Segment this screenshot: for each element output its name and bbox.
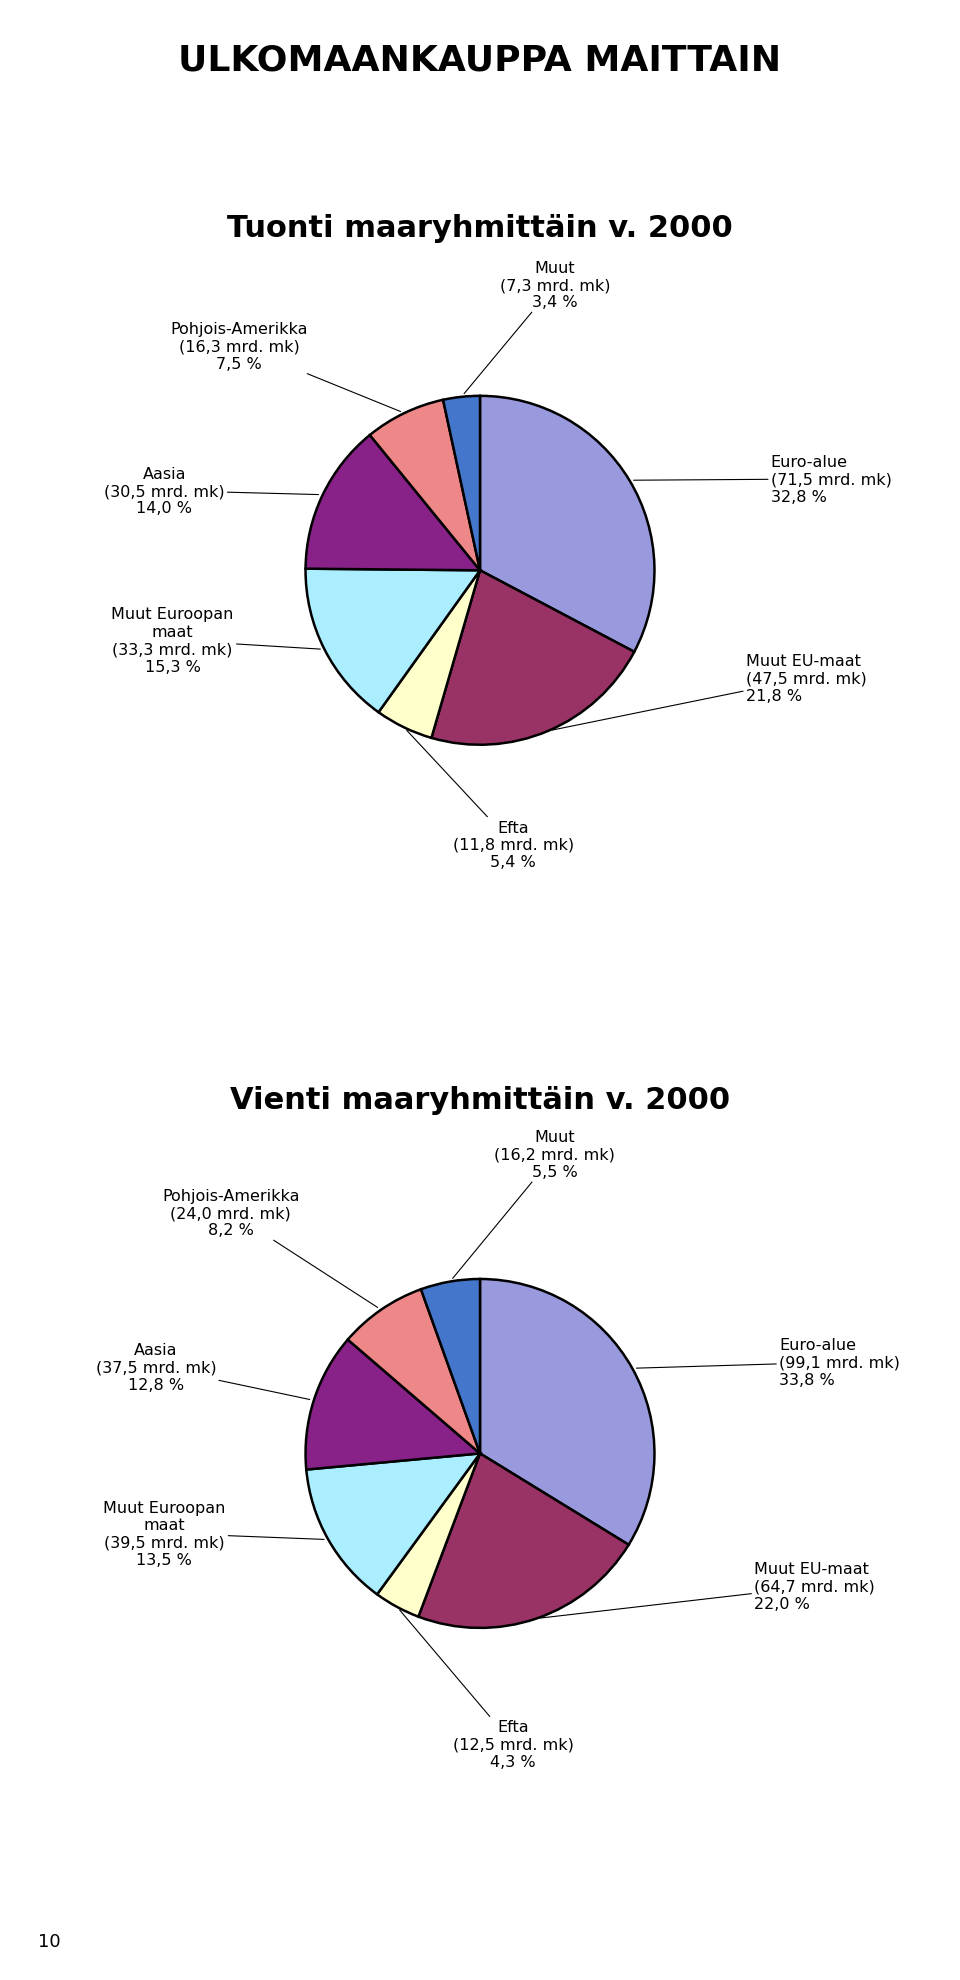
Wedge shape bbox=[419, 1453, 629, 1628]
Text: Aasia
(30,5 mrd. mk)
14,0 %: Aasia (30,5 mrd. mk) 14,0 % bbox=[104, 467, 319, 517]
Wedge shape bbox=[377, 1453, 480, 1618]
Wedge shape bbox=[305, 570, 480, 713]
Text: Muut Euroopan
maat
(39,5 mrd. mk)
13,5 %: Muut Euroopan maat (39,5 mrd. mk) 13,5 % bbox=[103, 1499, 324, 1566]
Text: Muut Euroopan
maat
(33,3 mrd. mk)
15,3 %: Muut Euroopan maat (33,3 mrd. mk) 15,3 % bbox=[111, 608, 321, 675]
Text: Efta
(12,5 mrd. mk)
4,3 %: Efta (12,5 mrd. mk) 4,3 % bbox=[399, 1610, 574, 1770]
Wedge shape bbox=[305, 1340, 480, 1469]
Text: Euro-alue
(99,1 mrd. mk)
33,8 %: Euro-alue (99,1 mrd. mk) 33,8 % bbox=[636, 1336, 900, 1388]
Text: Efta
(11,8 mrd. mk)
5,4 %: Efta (11,8 mrd. mk) 5,4 % bbox=[407, 731, 574, 869]
Wedge shape bbox=[370, 400, 480, 570]
Text: Muut EU-maat
(64,7 mrd. mk)
22,0 %: Muut EU-maat (64,7 mrd. mk) 22,0 % bbox=[540, 1562, 875, 1618]
Text: 10: 10 bbox=[38, 1932, 61, 1950]
Text: Euro-alue
(71,5 mrd. mk)
32,8 %: Euro-alue (71,5 mrd. mk) 32,8 % bbox=[634, 455, 892, 505]
Text: Tuonti maaryhmittäin v. 2000: Tuonti maaryhmittäin v. 2000 bbox=[228, 214, 732, 244]
Wedge shape bbox=[480, 1279, 655, 1544]
Wedge shape bbox=[305, 436, 480, 570]
Wedge shape bbox=[378, 570, 480, 739]
Text: Pohjois-Amerikka
(16,3 mrd. mk)
7,5 %: Pohjois-Amerikka (16,3 mrd. mk) 7,5 % bbox=[170, 323, 400, 412]
Wedge shape bbox=[444, 396, 480, 570]
Text: Muut EU-maat
(47,5 mrd. mk)
21,8 %: Muut EU-maat (47,5 mrd. mk) 21,8 % bbox=[552, 653, 867, 731]
Wedge shape bbox=[306, 1453, 480, 1594]
Wedge shape bbox=[420, 1279, 480, 1453]
Text: Aasia
(37,5 mrd. mk)
12,8 %: Aasia (37,5 mrd. mk) 12,8 % bbox=[96, 1342, 310, 1400]
Wedge shape bbox=[431, 570, 635, 744]
Text: ULKOMAANKAUPPA MAITTAIN: ULKOMAANKAUPPA MAITTAIN bbox=[179, 44, 781, 77]
Text: Muut
(16,2 mrd. mk)
5,5 %: Muut (16,2 mrd. mk) 5,5 % bbox=[453, 1131, 615, 1279]
Wedge shape bbox=[348, 1289, 480, 1453]
Text: Muut
(7,3 mrd. mk)
3,4 %: Muut (7,3 mrd. mk) 3,4 % bbox=[464, 261, 610, 394]
Text: Vienti maaryhmittäin v. 2000: Vienti maaryhmittäin v. 2000 bbox=[230, 1085, 730, 1115]
Wedge shape bbox=[480, 396, 655, 653]
Text: Pohjois-Amerikka
(24,0 mrd. mk)
8,2 %: Pohjois-Amerikka (24,0 mrd. mk) 8,2 % bbox=[162, 1188, 377, 1307]
